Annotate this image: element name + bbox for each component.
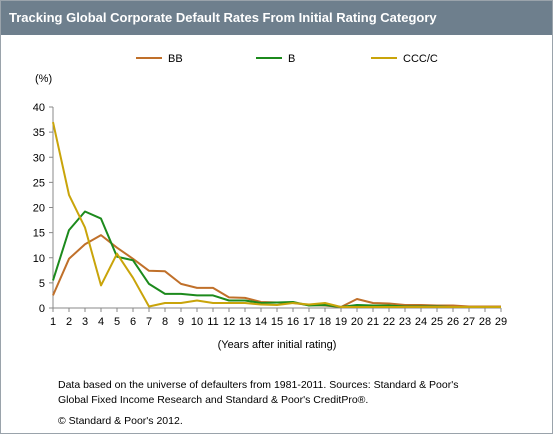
legend-label: B <box>288 53 295 65</box>
copyright-note: © Standard & Poor's 2012. <box>58 415 183 427</box>
x-tick-label: 22 <box>383 316 395 328</box>
x-tick-label: 21 <box>367 316 379 328</box>
x-tick-label: 24 <box>415 316 427 328</box>
footnote-line-1: Data based on the universe of defaulters… <box>58 379 459 391</box>
chart-title: Tracking Global Corporate Default Rates … <box>9 10 437 25</box>
x-tick-label: 10 <box>191 316 203 328</box>
x-tick-label: 8 <box>162 316 168 328</box>
y-tick-label: 10 <box>33 253 45 265</box>
series-line <box>52 121 501 308</box>
x-tick-label: 14 <box>255 316 267 328</box>
y-axis-label: (%) <box>35 73 52 85</box>
x-tick-label: 15 <box>271 316 283 328</box>
title-bar: Tracking Global Corporate Default Rates … <box>1 1 552 35</box>
x-tick-label: 25 <box>431 316 443 328</box>
x-tick-label: 4 <box>98 316 104 328</box>
x-tick-label: 23 <box>399 316 411 328</box>
x-tick-label: 17 <box>303 316 315 328</box>
x-tick-label: 13 <box>239 316 251 328</box>
x-tick-label: 9 <box>178 316 184 328</box>
legend-label: CCC/C <box>403 53 438 65</box>
x-tick-label: 29 <box>495 316 507 328</box>
y-tick-label: 30 <box>33 152 45 164</box>
y-tick-label: 20 <box>33 203 45 215</box>
x-tick-label: 7 <box>146 316 152 328</box>
x-tick-label: 3 <box>82 316 88 328</box>
y-tick-label: 40 <box>33 102 45 114</box>
x-tick-label: 1 <box>50 316 56 328</box>
x-tick-label: 16 <box>287 316 299 328</box>
x-tick-label: 11 <box>207 316 218 328</box>
y-tick-label: 15 <box>33 228 45 240</box>
x-tick-label: 18 <box>319 316 331 328</box>
x-tick-label: 6 <box>130 316 136 328</box>
x-tick-label: 27 <box>463 316 475 328</box>
x-tick-label: 26 <box>447 316 459 328</box>
x-tick-label: 5 <box>114 316 120 328</box>
footnote-line-2: Global Fixed Income Research and Standar… <box>58 394 369 406</box>
series-line <box>52 234 501 308</box>
y-tick-label: 5 <box>39 278 45 290</box>
x-axis-label: (Years after initial rating) <box>218 339 337 351</box>
x-tick-label: 28 <box>479 316 491 328</box>
y-tick-label: 35 <box>33 127 45 139</box>
x-tick-label: 2 <box>66 316 72 328</box>
y-tick-label: 0 <box>39 303 45 315</box>
x-tick-label: 12 <box>223 316 235 328</box>
x-tick-label: 20 <box>351 316 363 328</box>
x-tick-label: 19 <box>335 316 347 328</box>
y-tick-label: 25 <box>33 177 45 189</box>
legend-label: BB <box>168 53 183 65</box>
